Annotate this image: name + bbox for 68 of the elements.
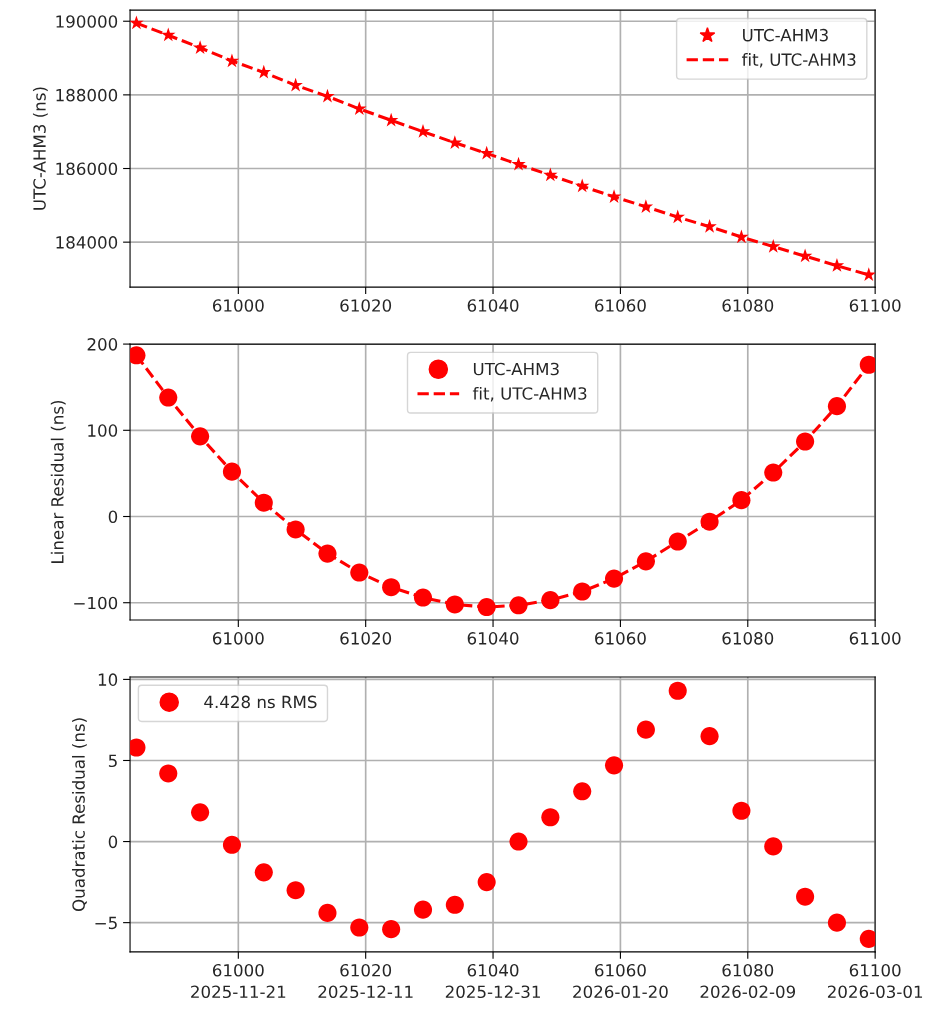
point [477,873,496,892]
y-axis-title: Linear Residual (ns) [50,400,66,563]
x2-tick-label: 2026-01-20 [573,985,668,999]
point [191,803,210,822]
x-tick-label: 61000 [212,299,264,312]
point [859,929,876,948]
point [827,913,846,932]
x-tick-label: 61060 [595,299,646,312]
y-tick-label: 188000 [56,88,118,102]
legend-label: fit, UTC-AHM3 [472,386,587,402]
point [509,832,528,851]
point [796,887,815,906]
point [764,837,783,856]
x-tick-label: 61000 [212,632,264,645]
x-tick-label: 61080 [722,632,774,645]
x-tick-label: 61020 [340,299,392,312]
point [541,808,560,827]
y-tick-label: 184000 [56,236,118,249]
point [318,903,337,922]
point [573,782,592,801]
legend-label: UTC-AHM3 [473,362,559,376]
x2-tick-label: 2025-11-21 [191,985,286,999]
point [254,863,273,882]
x-tick-label: 61040 [467,632,519,645]
point [700,727,719,746]
y-tick-label: 190000 [56,15,118,28]
x2-tick-label: 2026-02-09 [700,985,796,999]
x2-tick-label: 2025-12-11 [318,985,413,999]
point [350,918,369,937]
legend-label: 4.428 ns RMS [204,695,317,709]
x-tick-label: 61100 [849,632,901,645]
point [636,720,655,739]
y-tick-label: 200 [87,338,118,351]
y-tick-label: 0 [108,835,118,849]
x-tick-label: 61080 [722,963,774,977]
y-tick-label: 0 [108,510,118,524]
x-tick-label: 61040 [467,299,519,312]
y-tick-label: 5 [108,754,117,768]
x2-tick-label: 2025-12-31 [445,985,540,999]
x-tick-label: 61060 [595,963,646,977]
y-tick-label: 10 [98,673,118,686]
point [222,835,241,854]
x-tick-label: 61100 [849,963,901,977]
point [286,881,305,900]
y-tick-label: 186000 [56,162,118,176]
point [604,756,624,775]
x-tick-label: 61040 [467,963,519,977]
point [159,764,178,783]
x-tick-label: 61060 [595,632,646,645]
point [382,920,401,939]
x-tick-label: 61080 [722,299,774,312]
point [732,801,751,820]
point [668,681,687,700]
y-tick-label: −5 [95,916,117,930]
x-tick-label: 61100 [849,299,901,312]
x-tick-label: 61020 [340,632,392,645]
x-tick-label: 61000 [212,963,264,977]
x-tick-label: 61020 [340,963,392,977]
y-axis-title: UTC-AHM3 (ns) [32,87,48,210]
point [413,900,433,919]
y-tick-label: −100 [74,596,118,610]
point [445,895,464,914]
legend-label: fit, UTC-AHM3 [741,52,856,68]
legend-label: UTC-AHM3 [743,28,828,42]
point [859,355,876,374]
y-tick-label: 100 [88,424,118,437]
y-axis-title: Quadratic Residual (ns) [71,718,87,912]
x2-tick-label: 2026-03-01 [827,985,923,999]
